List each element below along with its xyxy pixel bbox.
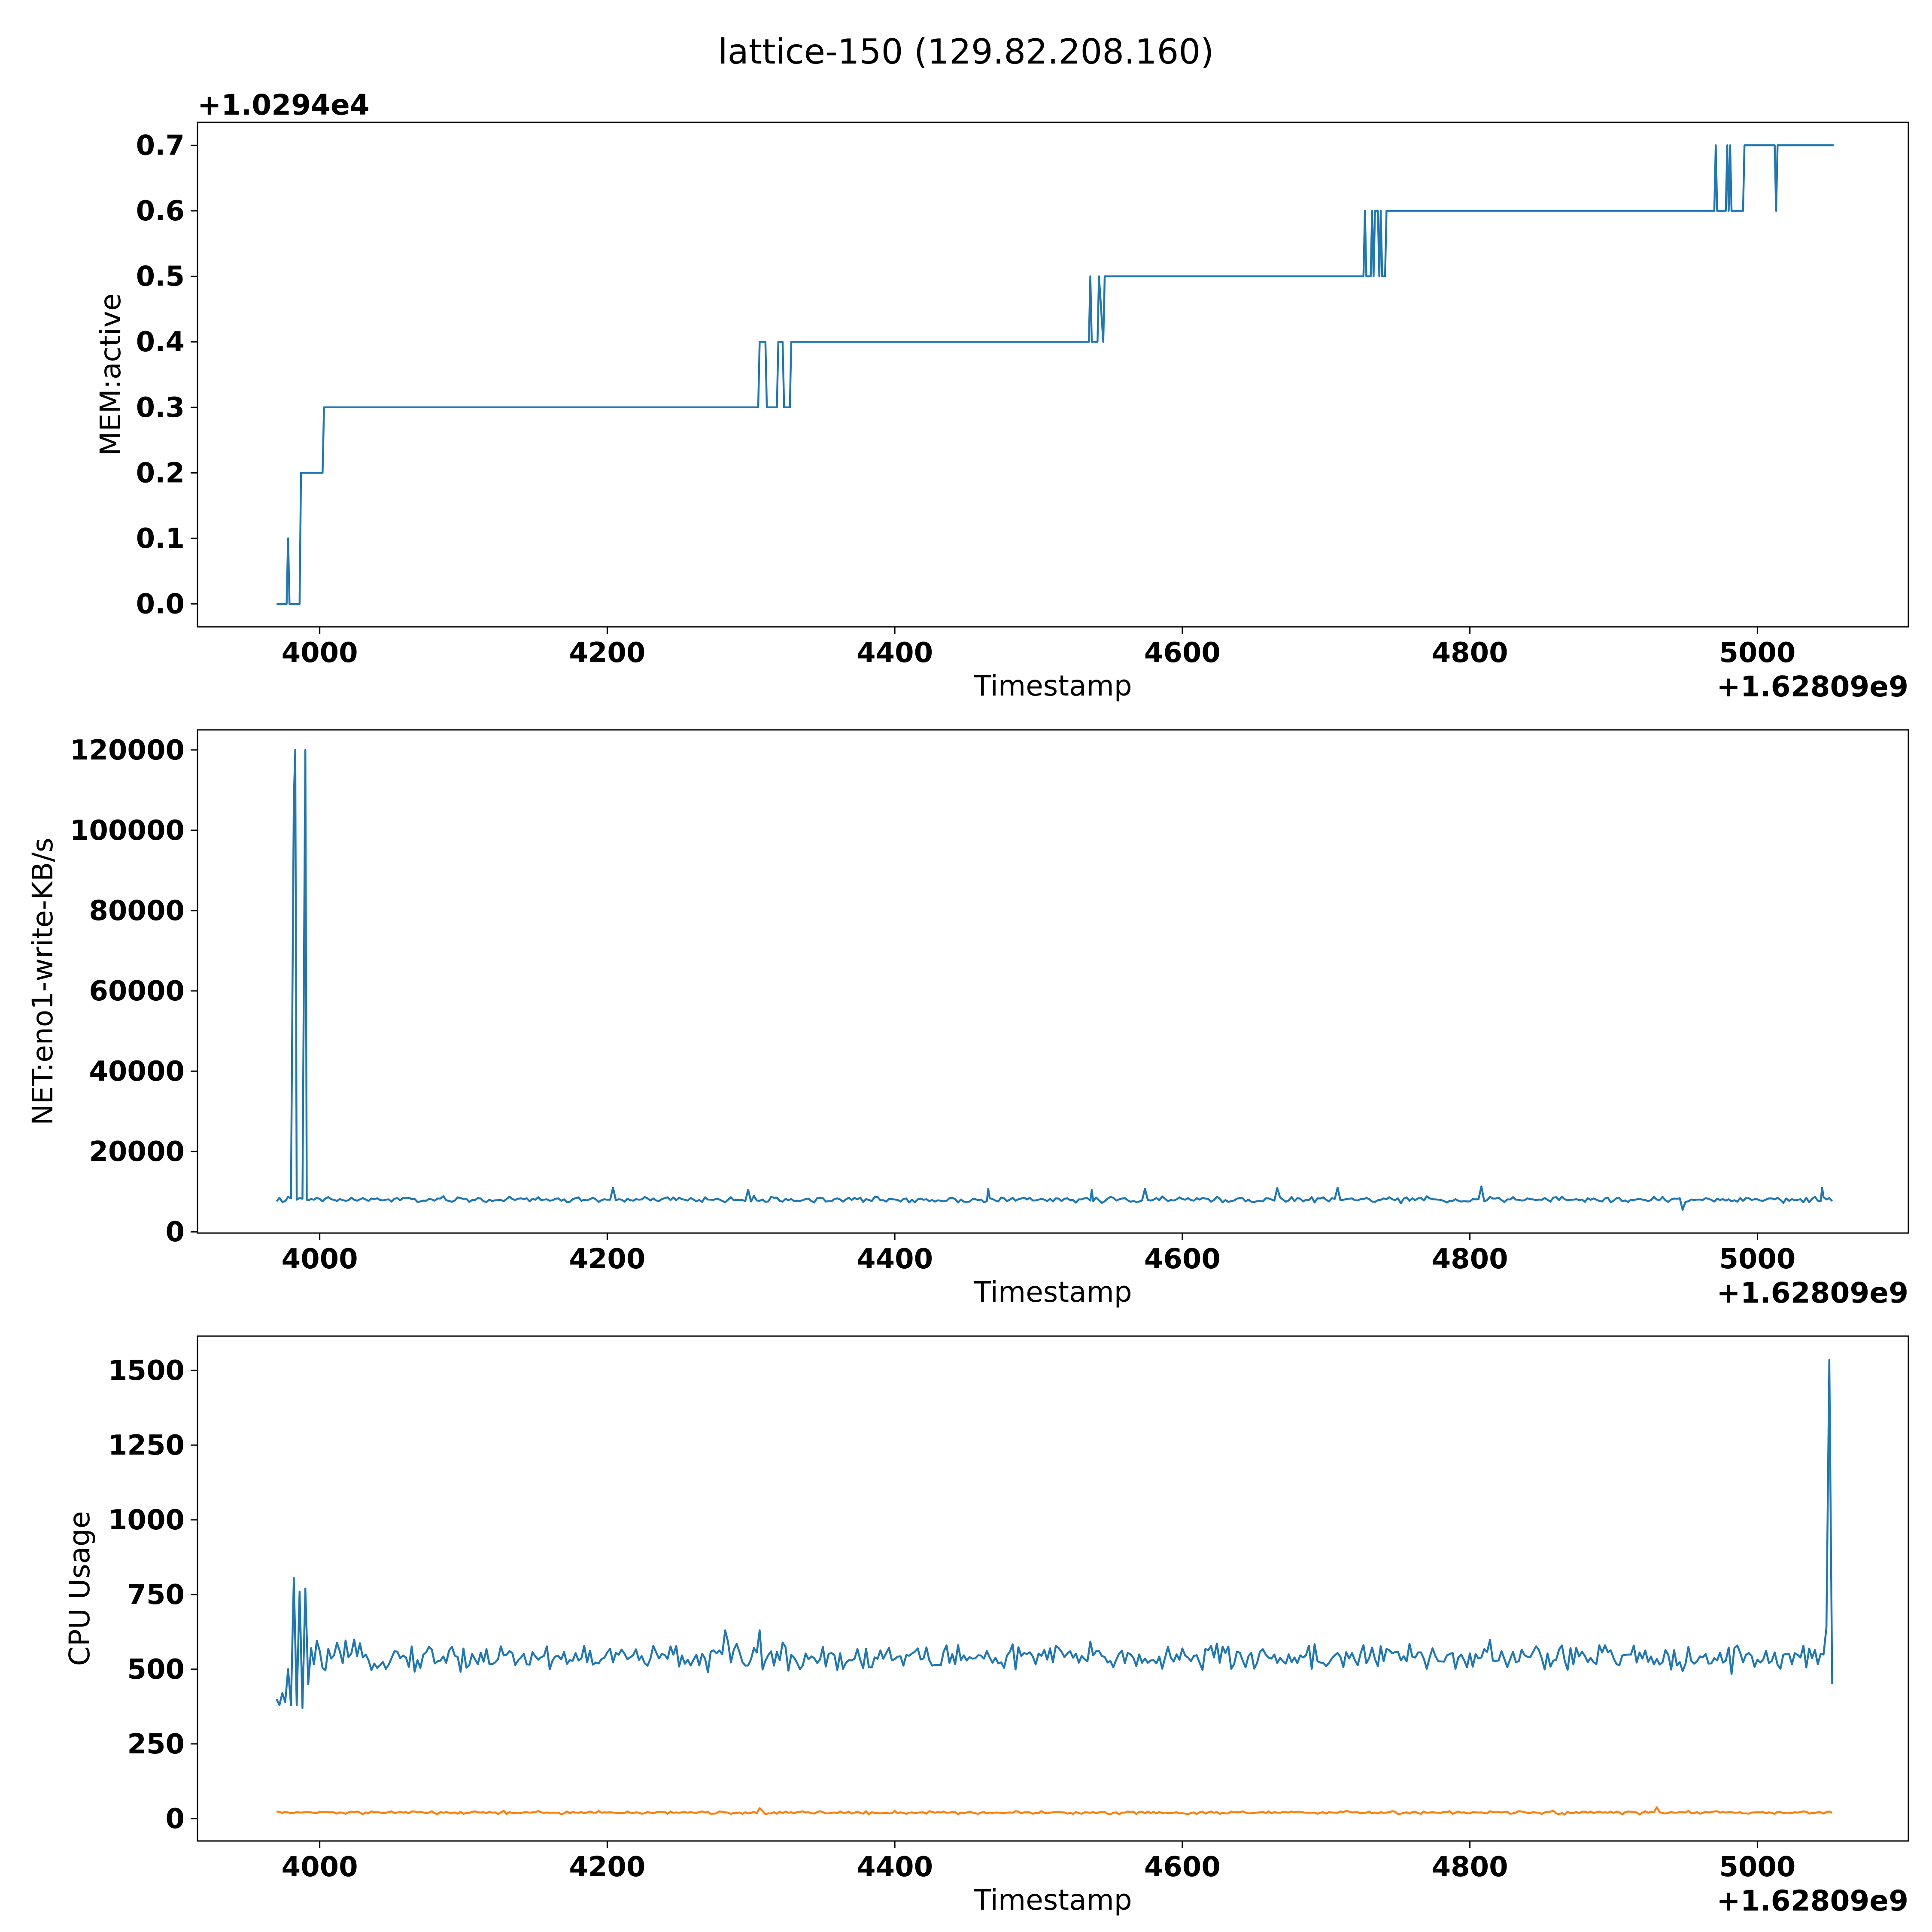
mem-active-x-axis-label: Timestamp	[973, 669, 1132, 702]
net-write-x-axis-label: Timestamp	[973, 1276, 1132, 1309]
net-write-y-tick-label: 60000	[89, 975, 185, 1007]
net-write-x-tick-label: 5000	[1719, 1243, 1795, 1275]
mem-active-y-offset-label: +1.0294e4	[197, 88, 370, 122]
mem-active-x-tick-label: 5000	[1719, 637, 1795, 669]
net-write-x-tick-label: 4800	[1432, 1243, 1508, 1275]
mem-active-y-tick-label: 0.6	[136, 195, 185, 227]
mem-active-y-tick-label: 0.5	[136, 261, 185, 293]
cpu-usage-x-tick-label: 5000	[1719, 1851, 1795, 1883]
mem-active-y-tick-label: 0.4	[136, 326, 185, 358]
cpu-usage-x-tick-label: 4800	[1432, 1851, 1508, 1883]
cpu-usage-y-axis-label: CPU Usage	[63, 1511, 96, 1666]
net-write-series-line-1	[276, 749, 1833, 1211]
net-write-x-tick-label: 4200	[569, 1243, 645, 1275]
cpu-usage-y-tick-label: 250	[127, 1728, 185, 1760]
cpu-usage-y-tick-label: 1500	[108, 1355, 185, 1387]
mem-active-plot-frame	[197, 122, 1909, 628]
net-write-y-tick-label: 40000	[89, 1056, 185, 1088]
figure-title: lattice-150 (129.82.208.160)	[718, 32, 1214, 72]
mem-active-y-tick-label: 0.3	[136, 392, 185, 424]
cpu-usage-series-line-2	[276, 1806, 1833, 1816]
cpu-usage-y-tick-label: 750	[127, 1579, 185, 1611]
mem-active-x-tick-label: 4600	[1144, 637, 1221, 669]
net-write-y-tick-label: 0	[165, 1216, 185, 1248]
net-write-y-axis-label: NET:eno1-write-KB/s	[26, 838, 59, 1125]
net-write-x-tick-label: 4000	[282, 1243, 358, 1275]
cpu-usage-plot-frame	[197, 1335, 1909, 1842]
mem-active-series-line-1	[276, 144, 1834, 605]
cpu-usage-y-tick-label: 1000	[108, 1504, 185, 1536]
net-write-plot-frame	[197, 729, 1909, 1234]
mem-active-y-tick-label: 0.7	[136, 130, 185, 161]
chart-panel-cpu-usage: 4000 4200 4400 4600 4800 5000 0 250 500 750 1000 12…	[63, 1335, 1909, 1917]
mem-active-x-tick-label: 4800	[1432, 637, 1508, 669]
net-write-y-tick-label: 20000	[89, 1136, 185, 1168]
cpu-usage-series-line-1	[276, 1359, 1833, 1709]
cpu-usage-y-tick-label: 0	[165, 1803, 185, 1835]
net-write-x-tick-label: 4400	[857, 1243, 933, 1275]
chart-panel-mem-active: 4000 4200 4400 4600 4800 5000 0.0 0.1 0.2 0.3 0.4 0…	[94, 88, 1909, 703]
net-write-y-tick-label: 120000	[70, 735, 185, 766]
cpu-usage-x-tick-label: 4000	[282, 1851, 358, 1883]
mem-active-x-tick-label: 4400	[857, 637, 933, 669]
mem-active-x-offset-label: +1.62809e9	[1716, 670, 1908, 703]
mem-active-y-axis-label: MEM:active	[94, 293, 127, 456]
mem-active-y-tick-label: 0.1	[136, 523, 185, 555]
mem-active-x-tick-label: 4000	[282, 637, 358, 669]
chart-panel-net-write: 4000 4200 4400 4600 4800 5000 0 20000 40000 60000…	[26, 729, 1909, 1309]
net-write-y-tick-label: 80000	[89, 895, 185, 927]
mem-active-x-tick-label: 4200	[569, 637, 645, 669]
net-write-x-offset-label: +1.62809e9	[1716, 1276, 1908, 1309]
mem-active-y-tick-label: 0.2	[136, 457, 185, 489]
cpu-usage-y-tick-label: 1250	[108, 1430, 185, 1461]
cpu-usage-x-tick-label: 4400	[857, 1851, 933, 1883]
cpu-usage-x-axis-label: Timestamp	[973, 1883, 1132, 1917]
mem-active-y-tick-label: 0.0	[136, 589, 185, 620]
cpu-usage-y-tick-label: 500	[127, 1654, 185, 1686]
cpu-usage-x-offset-label: +1.62809e9	[1716, 1884, 1908, 1917]
cpu-usage-x-tick-label: 4600	[1144, 1851, 1221, 1883]
cpu-usage-x-tick-label: 4200	[569, 1851, 645, 1883]
net-write-y-tick-label: 100000	[70, 815, 185, 847]
net-write-x-tick-label: 4600	[1144, 1243, 1221, 1275]
